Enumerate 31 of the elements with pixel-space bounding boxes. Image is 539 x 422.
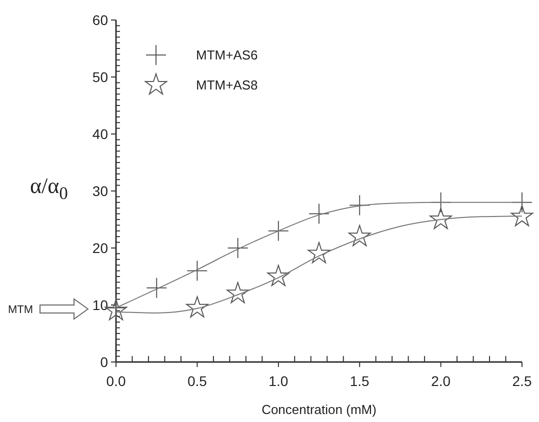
x-tick-label: 1.5	[350, 373, 370, 389]
point	[186, 296, 208, 318]
x-tick-label: 0.0	[106, 373, 126, 389]
point	[308, 203, 330, 224]
x-tick-label: 1.0	[268, 373, 288, 389]
legend-label: MTM+AS8	[196, 78, 258, 93]
x-tick-label: 2.0	[431, 373, 451, 389]
y-tick-label: 50	[92, 68, 108, 85]
legend-label: MTM+AS6	[196, 48, 258, 63]
point	[226, 282, 249, 304]
point	[349, 194, 370, 216]
y-tick-label: 20	[92, 240, 108, 256]
point	[308, 242, 330, 264]
point	[267, 264, 290, 286]
x-tick-label: 2.5	[512, 373, 532, 389]
point	[227, 238, 248, 258]
point	[510, 204, 534, 226]
x-tick-label: 0.5	[187, 373, 208, 389]
x-axis-title: Concentration (mM)	[262, 402, 376, 417]
y-tick-label: 10	[92, 296, 108, 313]
y-tick-label: 40	[92, 126, 108, 142]
point	[186, 260, 208, 282]
point	[348, 224, 371, 246]
point	[430, 208, 452, 230]
y-tick-label: 30	[92, 182, 108, 199]
y-axis-title: α/α$_{0}$	[30, 173, 68, 204]
y-tick-label: 60	[92, 12, 108, 28]
text: MTM	[8, 304, 34, 316]
point	[146, 277, 168, 298]
y-tick-label: 0	[100, 354, 108, 370]
point	[268, 220, 289, 242]
